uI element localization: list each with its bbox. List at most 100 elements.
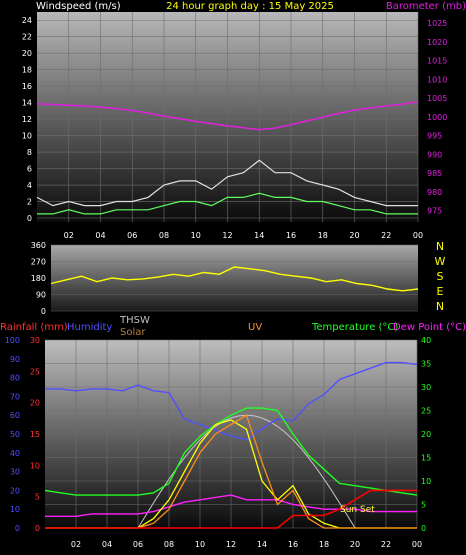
temp-x-tick-label: 20 [350, 540, 360, 549]
rainfall-tick-label: 30 [30, 336, 40, 345]
rainfall-tick-label: 0 [35, 524, 40, 533]
direction-panel-grid [51, 244, 418, 312]
barometer-tick-label: 1025 [427, 19, 447, 28]
temperature-tick-label: 30 [421, 383, 431, 392]
series-line-wind-speed [37, 192, 418, 215]
humidity-tick-label: 80 [10, 374, 20, 383]
rainfall-tick-labels: 0 5 10 15 20 25 30 [30, 336, 40, 533]
temperature-tick-label: 20 [421, 430, 431, 439]
rainfall-tick-label: 5 [35, 493, 40, 502]
temperature-tick-label: 15 [421, 454, 431, 463]
chart-title: 24 hour graph day : 15 May 2025 [166, 1, 334, 12]
rainfall-tick-label: 10 [30, 461, 40, 470]
uv-legend-label: UV [248, 322, 262, 333]
temperature-tick-label: 40 [421, 336, 431, 345]
barometer-tick-label: 1020 [427, 38, 447, 47]
direction-tick-label: 180 [31, 274, 46, 283]
wind-x-tick-label: 12 [222, 231, 232, 240]
humidity-tick-label: 100 [5, 336, 20, 345]
barometer-tick-label: 980 [427, 188, 442, 197]
windspeed-tick-label: 12 [22, 115, 32, 124]
temp-x-tick-label: 12 [226, 540, 236, 549]
compass-label: W [435, 255, 446, 268]
windspeed-axis-title: Windspeed (m/s) [36, 1, 121, 12]
temperature-tick-label: 10 [421, 477, 431, 486]
windspeed-tick-label: 16 [22, 82, 32, 91]
humidity-tick-labels: 0 10 20 30 40 50 60 70 80 90 100 [5, 336, 20, 533]
humidity-tick-label: 90 [10, 355, 20, 364]
humidity-tick-label: 10 [10, 505, 20, 514]
humidity-tick-label: 50 [10, 430, 20, 439]
temperature-tick-label: 5 [421, 501, 426, 510]
barometer-tick-label: 1000 [427, 113, 447, 122]
barometer-tick-label: 985 [427, 169, 442, 178]
compass-label: E [437, 285, 444, 298]
thsw-legend-label: THSW [119, 315, 150, 326]
temp-x-tick-label: 22 [381, 540, 391, 549]
humidity-tick-label: 30 [10, 468, 20, 477]
barometer-tick-label: 1015 [427, 57, 447, 66]
windspeed-tick-label: 2 [27, 198, 32, 207]
humidity-tick-label: 20 [10, 486, 20, 495]
windspeed-tick-label: 10 [22, 132, 32, 141]
temp-panel-series [44, 361, 418, 529]
wind-x-tick-label: 10 [191, 231, 201, 240]
windspeed-tick-label: 6 [27, 165, 32, 174]
temp-x-tick-label: 10 [195, 540, 205, 549]
compass-label: S [437, 270, 444, 283]
barometer-axis-title: Barometer (mb) [386, 1, 466, 12]
rainfall-tick-label: 20 [30, 399, 40, 408]
humidity-tick-label: 70 [10, 392, 20, 401]
temperature-tick-label: 25 [421, 407, 431, 416]
temp-x-tick-labels: 02 04 06 08 10 12 14 16 18 20 22 00 [71, 540, 422, 549]
temperature-tick-labels: 0 5 10 15 20 25 30 35 40 [421, 336, 431, 533]
direction-tick-label: 90 [36, 291, 46, 300]
barometer-tick-label: 995 [427, 132, 442, 141]
sunset-annotation: Sun Set [340, 505, 375, 515]
series-line-temperature [44, 407, 418, 496]
barometer-tick-label: 1010 [427, 75, 447, 84]
windspeed-tick-label: 18 [22, 66, 32, 75]
wind-panel-series [36, 101, 419, 215]
wind-x-tick-labels: 02 04 06 08 10 12 14 16 18 20 22 00 [64, 231, 423, 240]
series-line-dew-point [45, 494, 417, 517]
wind-x-tick-label: 06 [127, 231, 137, 240]
temperature-tick-label: 35 [421, 360, 431, 369]
temp-panel-grid [45, 339, 418, 529]
direction-tick-labels: 0 90 180 270 360 [31, 241, 46, 316]
temp-x-tick-label: 00 [412, 540, 422, 549]
direction-tick-label: 270 [31, 258, 46, 267]
rainfall-tick-label: 15 [30, 430, 40, 439]
series-line-wind-direction [50, 266, 419, 292]
temp-x-tick-label: 02 [71, 540, 81, 549]
temp-x-tick-label: 06 [133, 540, 143, 549]
humidity-tick-label: 60 [10, 411, 20, 420]
temp-x-tick-label: 14 [257, 540, 267, 549]
wind-x-tick-label: 00 [413, 231, 423, 240]
wind-x-tick-label: 16 [286, 231, 296, 240]
wind-x-tick-label: 14 [254, 231, 264, 240]
direction-panel-series [50, 266, 419, 292]
barometer-tick-label: 1005 [427, 94, 447, 103]
series-line-wind-gust [36, 159, 418, 207]
temp-x-tick-label: 16 [288, 540, 298, 549]
series-line-humidity [45, 361, 418, 441]
windspeed-tick-label: 24 [22, 16, 32, 25]
windspeed-tick-label: 22 [22, 33, 32, 42]
solar-legend-label: Solar [120, 327, 146, 338]
windspeed-tick-label: 0 [27, 214, 32, 223]
wind-x-tick-label: 22 [381, 231, 391, 240]
temp-x-tick-label: 08 [164, 540, 174, 549]
windspeed-tick-label: 8 [27, 148, 32, 157]
humidity-legend-label: Humidity [67, 322, 112, 333]
humidity-tick-label: 0 [15, 524, 20, 533]
wind-x-tick-label: 20 [349, 231, 359, 240]
rainfall-tick-label: 25 [30, 367, 40, 376]
barometer-tick-label: 990 [427, 150, 442, 159]
series-line-rainfall [45, 489, 417, 529]
rainfall-legend-label: Rainfall (mm) [0, 322, 68, 333]
barometer-tick-labels: 975 980 985 990 995 1000 1005 1010 1015 1020 1025 [427, 19, 447, 215]
temperature-tick-label: 0 [421, 524, 426, 533]
